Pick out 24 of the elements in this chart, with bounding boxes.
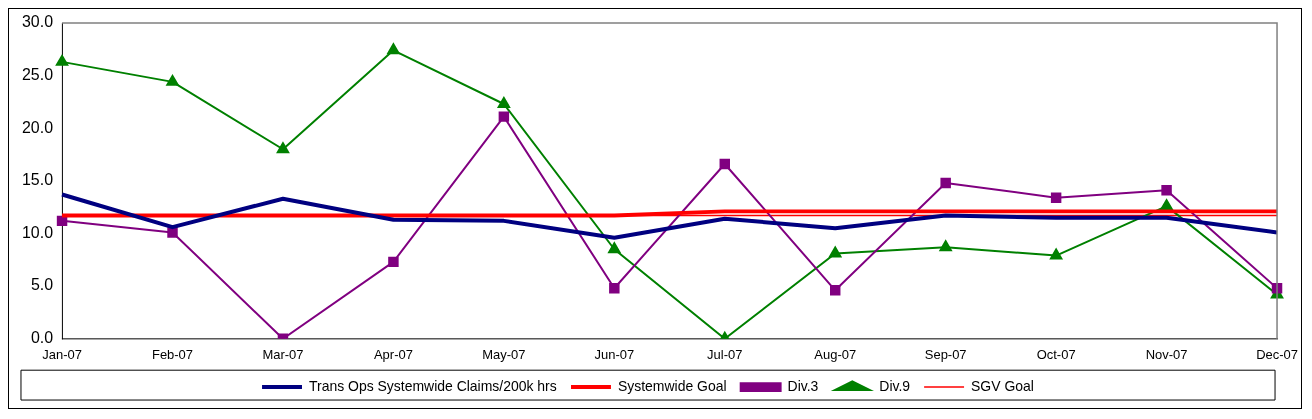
x-tick-label: Nov-07 xyxy=(1145,347,1188,363)
y-tick-label: 15.0 xyxy=(21,171,54,189)
y-tick-label: 30.0 xyxy=(21,13,54,31)
x-tick-label: Dec-07 xyxy=(1256,347,1298,363)
x-tick-label: Sep-07 xyxy=(924,347,967,363)
x-tick-label: Mar-07 xyxy=(262,347,304,363)
x-tick-label: Oct-07 xyxy=(1036,347,1076,363)
legend-label: Systemwide Goal xyxy=(617,377,727,394)
x-tick-label: Jun-07 xyxy=(594,347,635,363)
legend-label: Div.3 xyxy=(787,377,819,394)
x-tick-label: Jan-07 xyxy=(42,347,82,363)
y-tick-label: 0.0 xyxy=(30,329,54,347)
x-tick-label: Aug-07 xyxy=(814,347,857,363)
y-tick-label: 10.0 xyxy=(21,223,54,241)
x-tick-label: Jul-07 xyxy=(707,347,743,363)
y-tick-label: 20.0 xyxy=(21,118,54,136)
y-tick-label: 5.0 xyxy=(30,276,54,294)
x-tick-label: Feb-07 xyxy=(151,347,194,363)
y-tick-label: 25.0 xyxy=(21,65,54,83)
x-tick-label: May-07 xyxy=(482,347,526,363)
legend-label: Trans Ops Systemwide Claims/200k hrs xyxy=(308,377,557,394)
x-tick-label: Apr-07 xyxy=(373,347,413,363)
legend-label: SGV Goal xyxy=(971,377,1034,394)
legend-label: Div.9 xyxy=(879,377,911,394)
